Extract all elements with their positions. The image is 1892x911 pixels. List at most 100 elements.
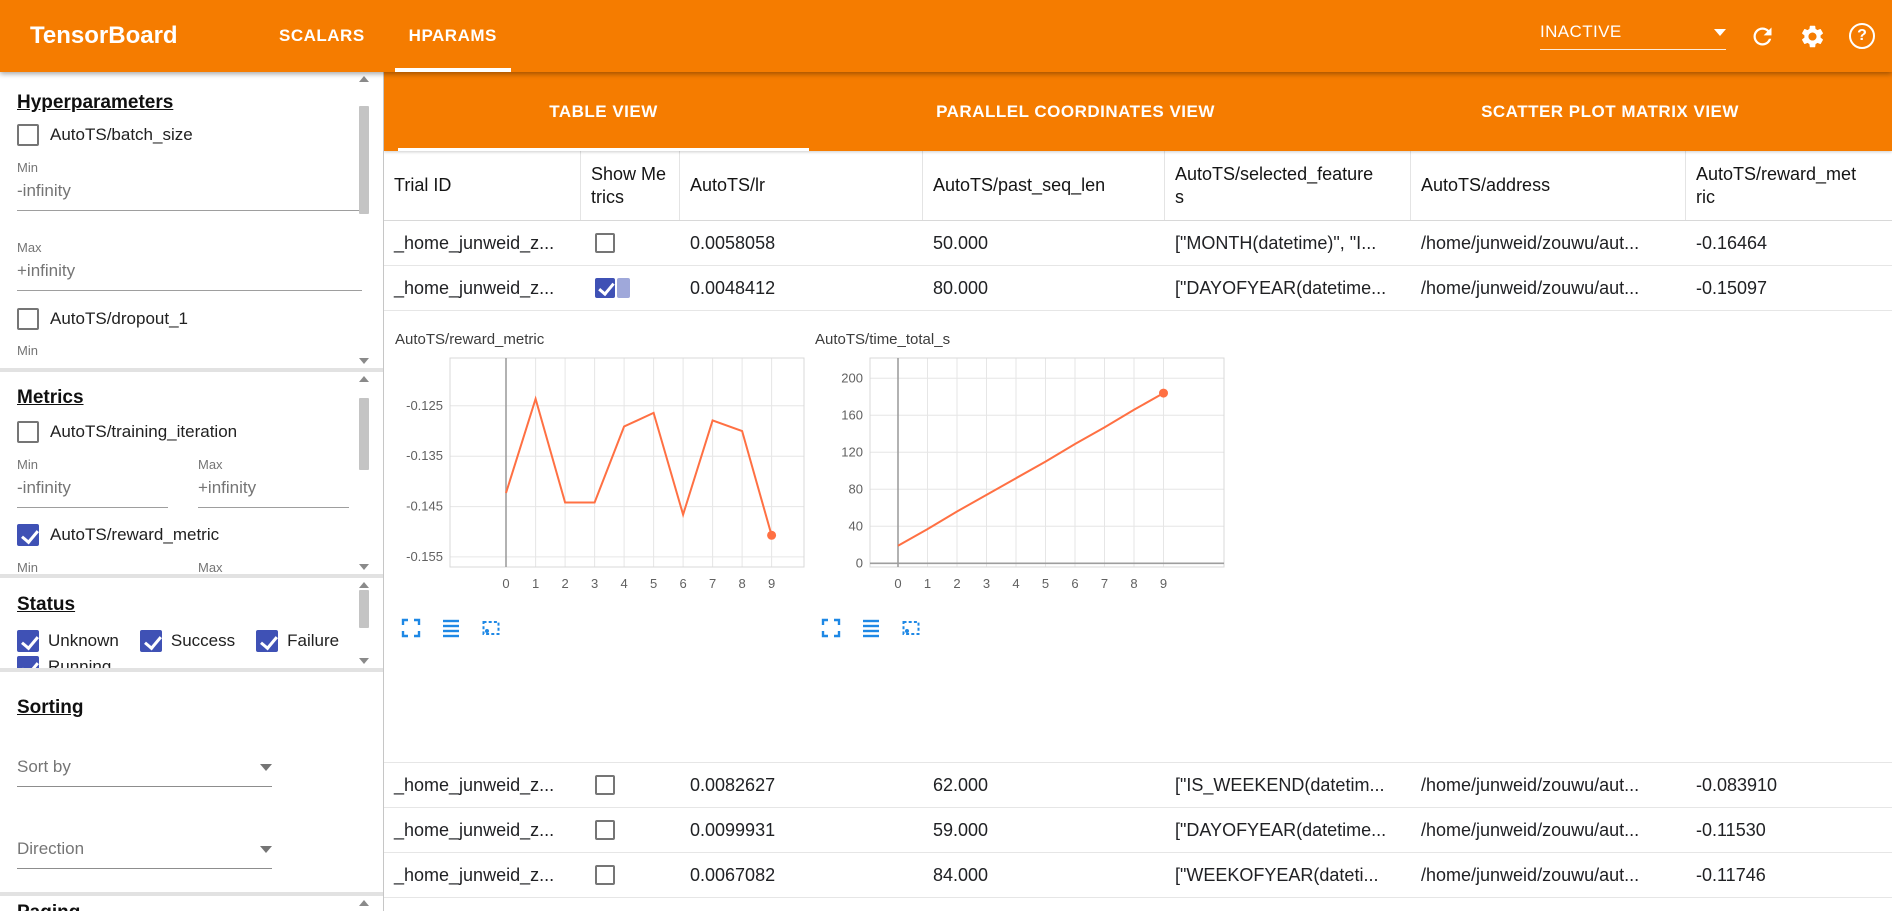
- svg-text:0: 0: [894, 576, 901, 591]
- cell-selected-features: ["MONTH(datetime)", "I...: [1175, 232, 1377, 253]
- view-tabs: TABLE VIEW PARALLEL COORDINATES VIEW SCA…: [384, 72, 1892, 151]
- scroll-down-icon[interactable]: [359, 358, 369, 364]
- show-metrics-checkbox[interactable]: [595, 820, 615, 840]
- show-metrics-checkbox[interactable]: [595, 775, 615, 795]
- fullscreen-icon[interactable]: [400, 617, 422, 639]
- svg-text:4: 4: [620, 576, 627, 591]
- dropout-label: AutoTS/dropout_1: [50, 309, 188, 328]
- scroll-up-icon[interactable]: [359, 582, 369, 588]
- min-input[interactable]: -infinity: [17, 472, 168, 508]
- scroll-thumb[interactable]: [359, 398, 369, 470]
- show-metrics-checkbox[interactable]: [595, 865, 615, 885]
- run-status-dropdown[interactable]: INACTIVE: [1540, 22, 1726, 50]
- lines-icon[interactable]: [860, 617, 882, 639]
- column-header-lr[interactable]: AutoTS/lr: [680, 151, 923, 220]
- svg-text:1: 1: [924, 576, 931, 591]
- direction-dropdown[interactable]: Direction: [17, 839, 272, 869]
- status-running-checkbox[interactable]: [17, 656, 39, 668]
- table-row: _home_junweid_z... 0.0099931 59.000 ["DAYOF…: [384, 808, 1892, 853]
- run-status-value: INACTIVE: [1540, 22, 1622, 41]
- app-title: TensorBoard: [30, 22, 178, 49]
- max-label: Max: [17, 240, 42, 255]
- show-metrics-checkbox[interactable]: [595, 278, 615, 298]
- column-header-past-seq-len[interactable]: AutoTS/past_seq_len: [923, 151, 1165, 220]
- tab-scalars-label: SCALARS: [279, 26, 365, 45]
- sorting-section: Sorting Sort by Direction: [0, 672, 383, 892]
- scroll-up-icon[interactable]: [359, 376, 369, 382]
- scroll-thumb[interactable]: [359, 106, 369, 214]
- table-row: _home_junweid_z... 0.0058058 50.000 ["MONTH…: [384, 221, 1892, 266]
- sidebar: Hyperparameters AutoTS/batch_size Min -i…: [0, 72, 384, 911]
- chart-toolbar: [820, 617, 1232, 639]
- svg-text:7: 7: [709, 576, 716, 591]
- help-circle-glyph: [1849, 23, 1875, 49]
- scroll-down-icon[interactable]: [359, 658, 369, 664]
- column-header-selected-features[interactable]: AutoTS/selected_features: [1165, 151, 1411, 220]
- scroll-up-icon[interactable]: [359, 76, 369, 82]
- column-header-reward-metric[interactable]: AutoTS/reward_metric: [1696, 163, 1857, 207]
- marquee-select-icon[interactable]: [900, 617, 922, 639]
- marquee-select-icon[interactable]: [480, 617, 502, 639]
- dropout-checkbox[interactable]: [17, 308, 39, 330]
- batch-size-checkbox[interactable]: [17, 124, 39, 146]
- refresh-icon[interactable]: [1748, 22, 1776, 50]
- svg-text:9: 9: [1160, 576, 1167, 591]
- svg-text:-0.125: -0.125: [406, 398, 443, 413]
- max-input[interactable]: +infinity: [17, 255, 362, 291]
- status-unknown-checkbox[interactable]: [17, 630, 39, 652]
- cell-show-metrics: [581, 763, 680, 807]
- scroll-thumb[interactable]: [359, 590, 369, 628]
- cell-reward-metric: -0.083910: [1696, 774, 1778, 795]
- svg-text:120: 120: [841, 444, 863, 459]
- line-chart: 0 40 80 120 160 200 0 1 2 3 4 5 6 7 8 9: [841, 357, 1225, 591]
- status-failure-label: Failure: [287, 631, 340, 650]
- status-success-checkbox[interactable]: [139, 630, 162, 652]
- metric-min-field: Min -infinity: [17, 457, 168, 508]
- paging-scrollbar[interactable]: [358, 900, 370, 907]
- metrics-scrollbar[interactable]: [358, 376, 370, 570]
- gear-icon[interactable]: [1798, 22, 1826, 50]
- hyperparameters-section: Hyperparameters AutoTS/batch_size Min -i…: [0, 72, 383, 368]
- training-iteration-label: AutoTS/training_iteration: [50, 422, 238, 441]
- column-header-show-metrics[interactable]: Show Metrics: [581, 151, 680, 220]
- status-success-label: Success: [170, 631, 236, 650]
- min-input[interactable]: -infinity: [17, 175, 362, 211]
- cell-past-seq-len: 50.000: [933, 232, 989, 253]
- scroll-up-icon[interactable]: [359, 900, 369, 906]
- column-header-trial-id[interactable]: Trial ID: [384, 151, 581, 220]
- tab-scalars[interactable]: SCALARS: [257, 0, 387, 72]
- reward-metric-checkbox[interactable]: [17, 524, 39, 546]
- scroll-down-icon[interactable]: [359, 564, 369, 570]
- tab-hparams-label: HPARAMS: [408, 26, 497, 45]
- hyperparameters-scrollbar[interactable]: [358, 76, 370, 364]
- status-scrollbar[interactable]: [358, 582, 370, 664]
- direction-value: Direction: [17, 839, 85, 858]
- cell-address: /home/junweid/zouwu/aut...: [1421, 819, 1640, 840]
- cell-reward-metric: -0.11530: [1696, 819, 1766, 840]
- status-failure-checkbox[interactable]: [256, 630, 279, 652]
- sort-by-dropdown[interactable]: Sort by: [17, 757, 272, 787]
- svg-text:5: 5: [650, 576, 657, 591]
- training-iteration-checkbox[interactable]: [17, 421, 39, 443]
- tab-parallel-coordinates-view[interactable]: PARALLEL COORDINATES VIEW: [823, 72, 1328, 151]
- metric-max-field: Max +infinity: [198, 560, 349, 574]
- lines-icon[interactable]: [440, 617, 462, 639]
- max-input[interactable]: +infinity: [198, 472, 349, 508]
- cell-show-metrics: [581, 808, 680, 852]
- tab-hparams[interactable]: HPARAMS: [387, 0, 519, 72]
- fullscreen-icon[interactable]: [820, 617, 842, 639]
- header-tabs: SCALARS HPARAMS: [257, 0, 519, 72]
- metric-min-field: Min -infinity: [17, 560, 168, 574]
- max-label: Max: [198, 560, 223, 574]
- chevron-down-icon: [1714, 28, 1726, 36]
- help-icon[interactable]: [1848, 22, 1876, 50]
- show-metrics-checkbox[interactable]: [595, 233, 615, 253]
- column-header-address[interactable]: AutoTS/address: [1411, 151, 1686, 220]
- svg-text:8: 8: [738, 576, 745, 591]
- svg-text:6: 6: [1071, 576, 1078, 591]
- tab-table-view[interactable]: TABLE VIEW: [384, 72, 823, 151]
- tab-scatter-plot-matrix-view[interactable]: SCATTER PLOT MATRIX VIEW: [1328, 72, 1892, 151]
- cell-lr: 0.0048412: [690, 277, 776, 298]
- svg-text:7: 7: [1101, 576, 1108, 591]
- svg-text:1: 1: [532, 576, 539, 591]
